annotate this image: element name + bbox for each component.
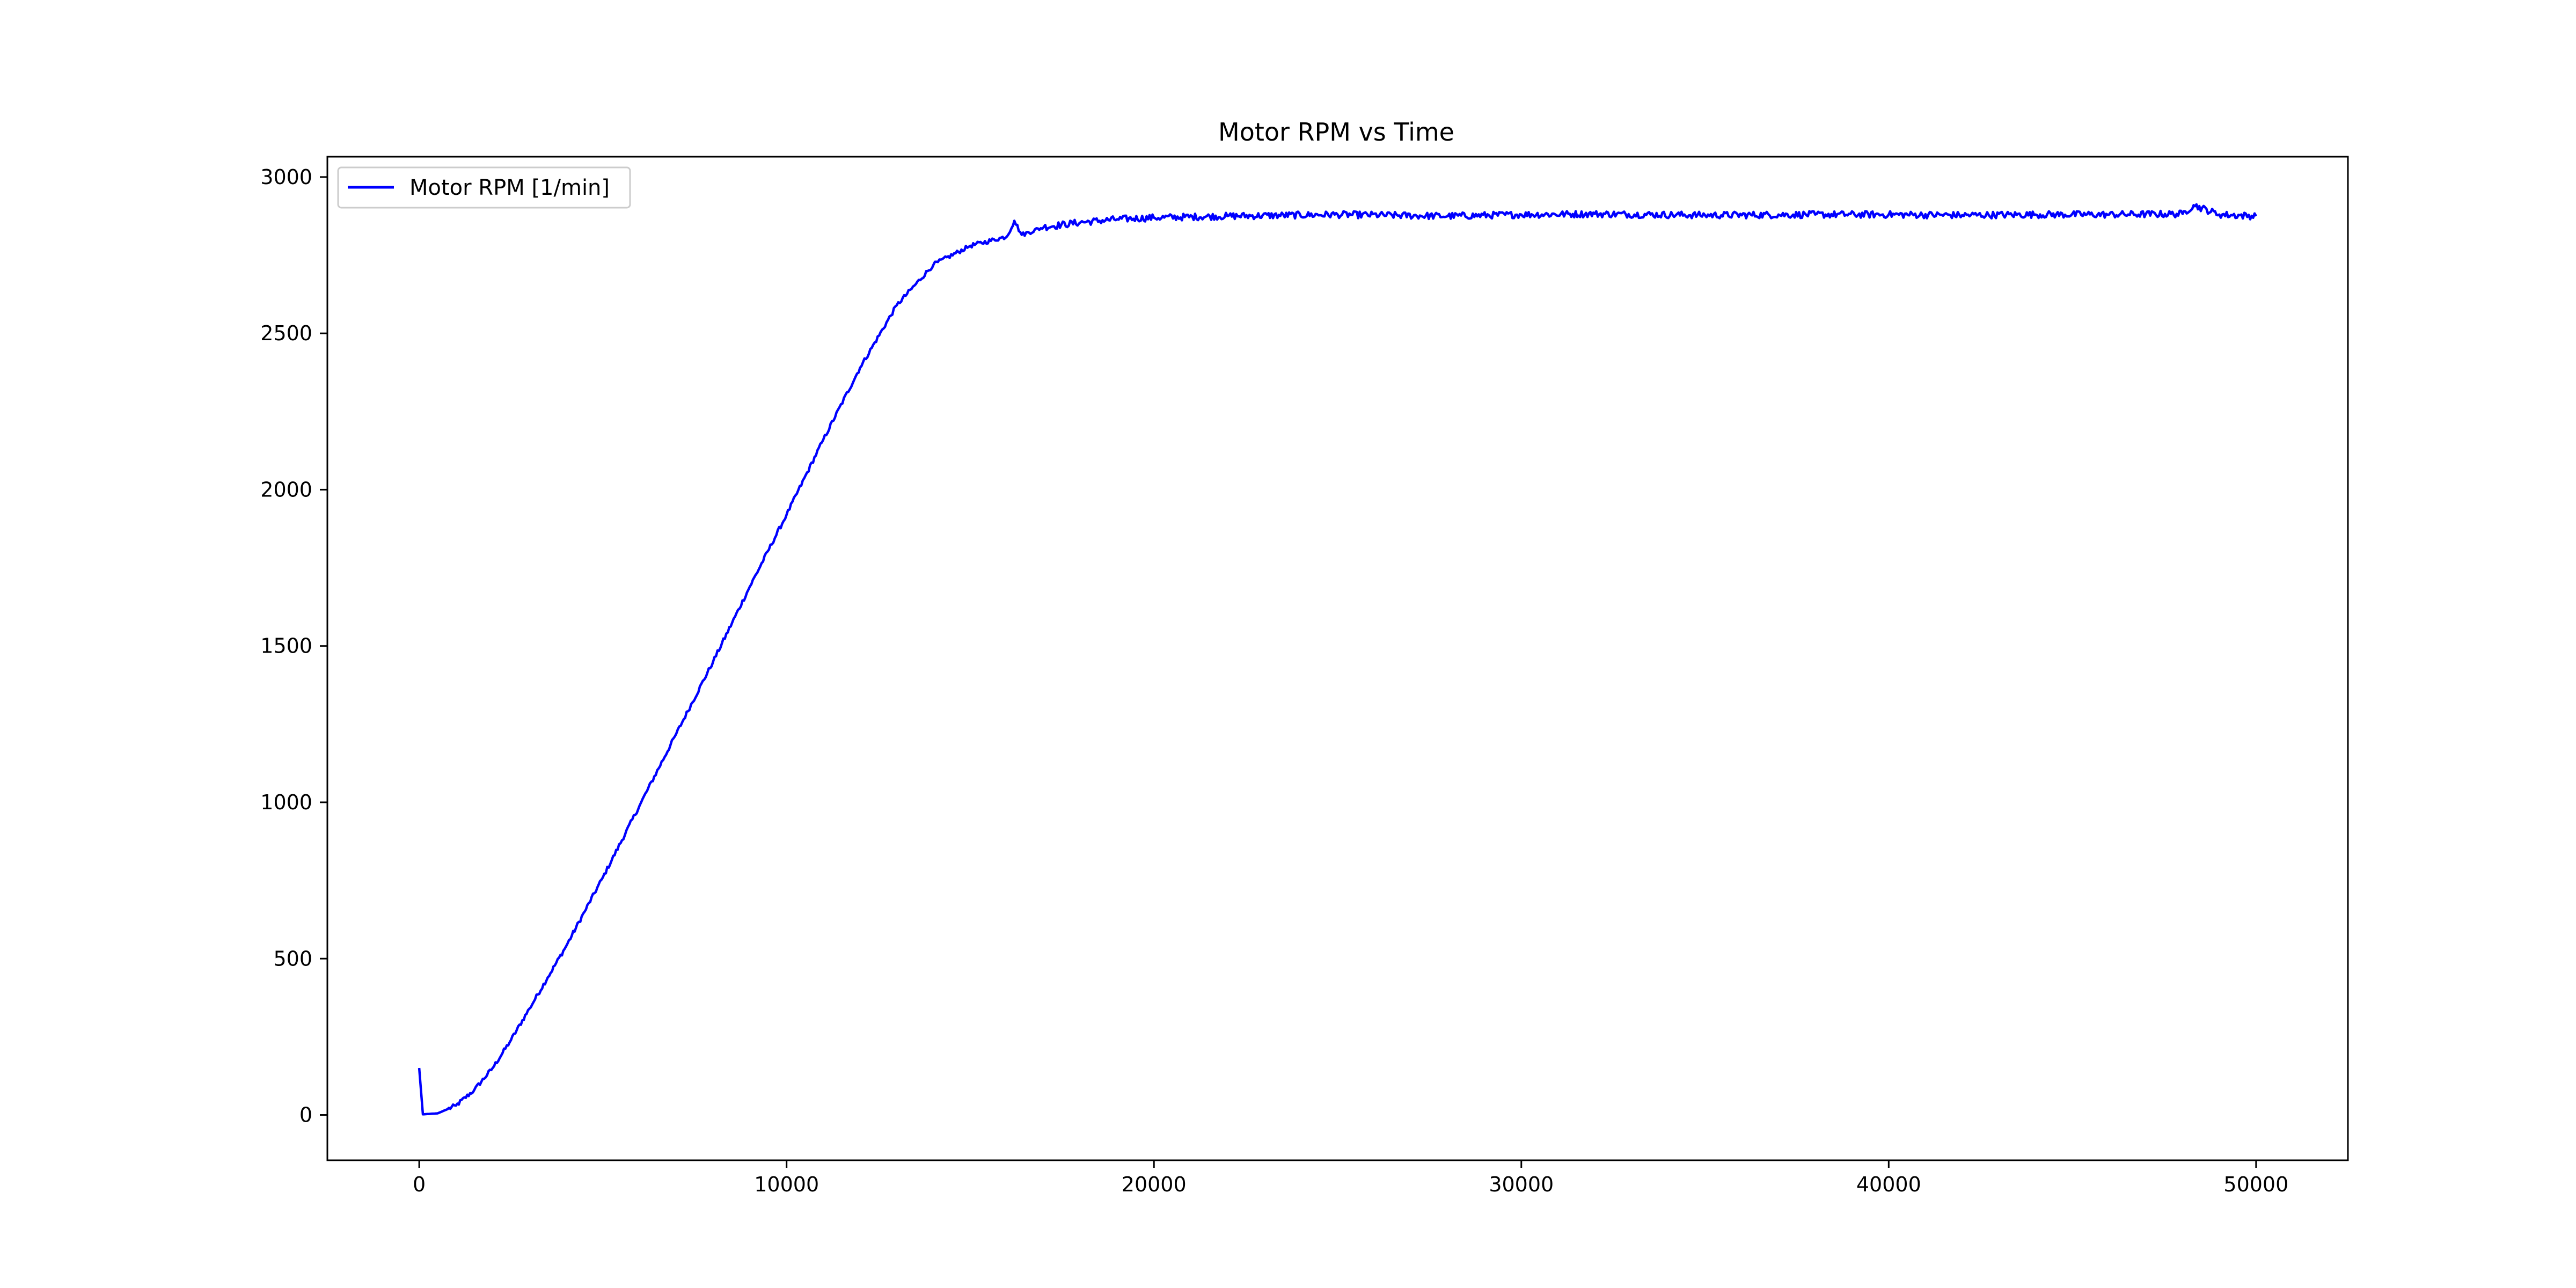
- plot-area: [326, 156, 2349, 1161]
- y-tick-label-2000: 2000: [260, 478, 312, 501]
- legend-label-motor-rpm: Motor RPM [1/min]: [409, 175, 610, 200]
- x-tick-label-10000: 10000: [754, 1173, 819, 1196]
- plot-frame: [326, 156, 2349, 1161]
- y-tick-label-2500: 2500: [260, 321, 312, 345]
- x-tick-label-40000: 40000: [1856, 1173, 1921, 1196]
- series-layer: [418, 203, 2257, 1116]
- x-tick-label-0: 0: [413, 1173, 426, 1196]
- x-tick-label-50000: 50000: [2223, 1173, 2288, 1196]
- series-line-motor-rpm-1-min: [418, 203, 2257, 1116]
- y-tick-label-1500: 1500: [260, 634, 312, 658]
- legend-box: [337, 166, 631, 209]
- x-tick-label-30000: 30000: [1489, 1173, 1554, 1196]
- y-tick-label-3000: 3000: [260, 165, 312, 189]
- legend: Motor RPM [1/min]: [337, 166, 631, 209]
- chart-title: Motor RPM vs Time: [1218, 118, 1454, 147]
- plot-background: [327, 157, 2348, 1160]
- y-tick-label-1000: 1000: [260, 791, 312, 814]
- y-tick-label-0: 0: [299, 1103, 312, 1127]
- y-axis: 0 500 1000 1500 2000 2500 3000: [260, 165, 327, 1127]
- x-tick-label-20000: 20000: [1122, 1173, 1187, 1196]
- y-tick-label-500: 500: [273, 947, 312, 970]
- x-axis: 0 10000 20000 30000 40000 50000: [413, 1160, 2288, 1196]
